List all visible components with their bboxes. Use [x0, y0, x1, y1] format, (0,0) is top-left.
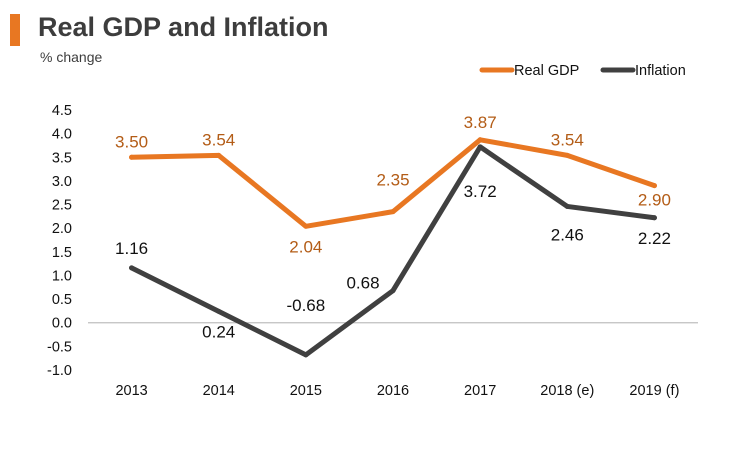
x-tick-label: 2013: [115, 383, 147, 399]
y-tick-label: 1.0: [52, 268, 72, 284]
data-point-real-gdp: [303, 223, 309, 229]
y-tick-label: 2.0: [52, 221, 72, 237]
x-tick-label: 2019 (f): [629, 383, 679, 399]
data-point-real-gdp: [216, 152, 222, 158]
data-label-inflation: 2.46: [551, 225, 584, 244]
x-tick-label: 2017: [464, 383, 496, 399]
data-label-inflation: -0.68: [286, 296, 325, 315]
data-point-real-gdp: [564, 152, 570, 158]
series-lines: [129, 137, 657, 358]
y-tick-label: 3.5: [52, 150, 72, 166]
y-tick-label: 4.0: [52, 127, 72, 143]
data-point-real-gdp: [129, 154, 135, 160]
x-tick-label: 2015: [290, 383, 322, 399]
data-point-real-gdp: [651, 183, 657, 189]
data-label-real-gdp: 3.50: [115, 132, 148, 151]
data-point-real-gdp: [390, 209, 396, 215]
y-tick-label: -0.5: [47, 339, 72, 355]
data-label-inflation: 3.72: [464, 182, 497, 201]
y-axis: 4.5 4.0 3.5 3.0 2.5 2.0 1.5 1.0 0.5 0.0 -0.5 -1.0: [47, 103, 72, 379]
y-tick-label: 3.0: [52, 174, 72, 190]
data-label-real-gdp: 3.54: [202, 130, 235, 149]
chart-title: Real GDP and Inflation: [38, 12, 329, 42]
data-point-inflation: [564, 203, 570, 209]
x-axis: 2013 2014 2015 2016 2017 2018 (e) 2019 (f): [115, 383, 679, 399]
data-point-inflation: [390, 288, 396, 294]
y-tick-label: -1.0: [47, 363, 72, 379]
x-tick-label: 2016: [377, 383, 409, 399]
data-point-inflation: [303, 352, 309, 358]
data-point-real-gdp: [477, 137, 483, 143]
data-label-real-gdp: 3.87: [464, 113, 497, 132]
data-label-inflation: 0.24: [202, 322, 235, 341]
data-point-inflation: [477, 144, 483, 150]
data-label-inflation: 1.16: [115, 239, 148, 258]
x-tick-label: 2018 (e): [540, 383, 594, 399]
chart-subtitle: % change: [40, 49, 103, 65]
data-point-inflation: [651, 215, 657, 221]
legend-label: Inflation: [635, 63, 686, 79]
y-tick-label: 4.5: [52, 103, 72, 119]
data-point-inflation: [216, 308, 222, 314]
data-label-inflation: 0.68: [346, 274, 379, 293]
title-accent-bar: [10, 14, 20, 46]
data-point-inflation: [129, 265, 135, 271]
legend-label: Real GDP: [514, 63, 579, 79]
y-tick-label: 0.0: [52, 316, 72, 332]
data-label-real-gdp: 2.90: [638, 191, 671, 210]
x-tick-label: 2014: [203, 383, 235, 399]
y-tick-label: 1.5: [52, 245, 72, 261]
data-label-inflation: 2.22: [638, 229, 671, 248]
data-label-real-gdp: 3.54: [551, 130, 584, 149]
y-tick-label: 0.5: [52, 292, 72, 308]
data-label-real-gdp: 2.04: [289, 237, 322, 256]
data-labels: 3.50 3.54 2.04 2.35 3.87 3.54 2.90 1.16 0.24 -0.6…: [115, 113, 671, 342]
y-tick-label: 2.5: [52, 198, 72, 214]
data-label-real-gdp: 2.35: [376, 171, 409, 190]
legend: Real GDP Inflation: [479, 63, 686, 79]
